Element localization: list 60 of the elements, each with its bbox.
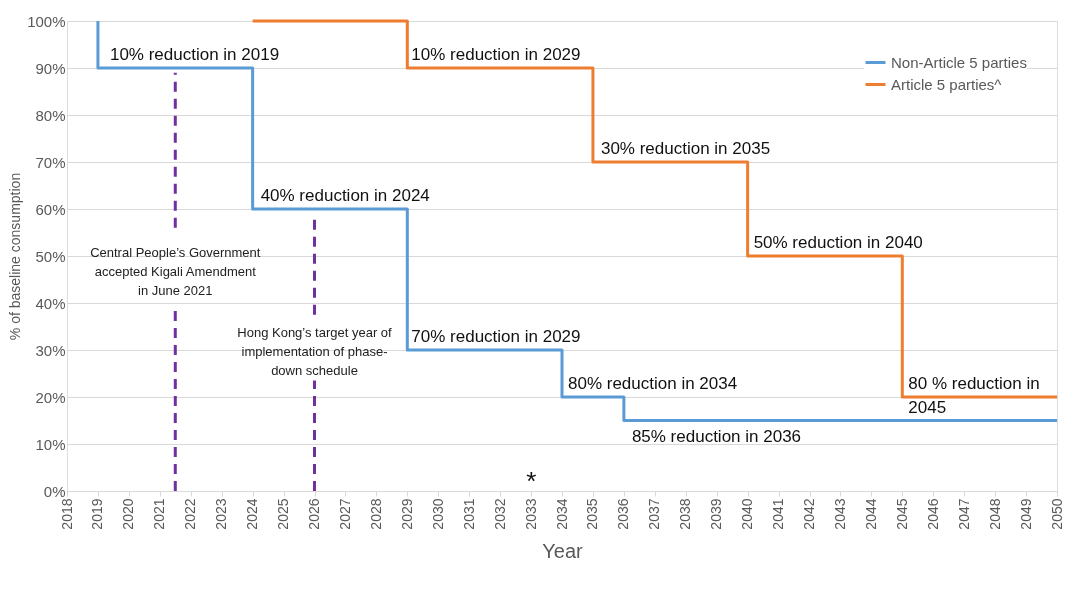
x-tick-label: 2036 — [615, 498, 632, 530]
x-tick-label: 2029 — [398, 498, 415, 530]
annotation: 40% reduction in 2024 — [260, 186, 430, 205]
x-tick-label: 2020 — [120, 498, 137, 530]
annotation: 80 % reduction in 2045 — [908, 374, 1040, 417]
y-tick-label: 80% — [35, 106, 66, 124]
x-tick-label: 2032 — [491, 498, 508, 530]
x-tick-label: 2022 — [182, 498, 199, 530]
annotation: 70% reduction in 2029 — [411, 327, 581, 346]
x-tick-label: 2030 — [429, 498, 446, 530]
y-tick-label: 60% — [35, 200, 66, 218]
x-tick-label: 2026 — [306, 498, 322, 530]
legend-label: Article 5 parties^ — [891, 75, 1002, 93]
x-tick-label: 2038 — [677, 498, 694, 530]
x-tick-label: 2035 — [584, 498, 601, 530]
annotation: 85% reduction in 2036 — [631, 426, 802, 446]
x-tick-label: 2044 — [862, 498, 879, 530]
y-tick-label: 10% — [35, 435, 66, 453]
y-tick-label: 20% — [35, 388, 66, 406]
x-tick-label: 2043 — [831, 498, 848, 530]
annotation: 10% reduction in 2029 — [411, 45, 581, 64]
legend-label: Non-Article 5 parties — [891, 53, 1027, 71]
x-tick-label: 2047 — [955, 498, 972, 530]
y-tick-label: 90% — [35, 59, 66, 77]
x-tick-label: 2024 — [244, 498, 261, 530]
x-tick-label: 2025 — [275, 498, 292, 530]
x-tick-label: 2042 — [801, 498, 817, 530]
y-tick-label: 30% — [35, 341, 66, 359]
x-tick-label: 2046 — [924, 498, 941, 530]
x-tick-label: 2041 — [770, 498, 787, 530]
annotation: 80% reduction in 2034 — [568, 374, 738, 393]
x-tick-label: 2033 — [522, 498, 539, 530]
annotation: 10% reduction in 2019 — [109, 45, 280, 64]
x-axis-title: Year — [542, 539, 584, 562]
x-tick-label: 2049 — [1017, 498, 1034, 530]
y-tick-label: 40% — [35, 294, 66, 312]
x-tick-label: 2031 — [460, 498, 477, 530]
x-tick-label: 2048 — [986, 498, 1003, 530]
x-tick-label: 2034 — [553, 498, 570, 530]
x-tick-label: 2021 — [151, 498, 168, 530]
x-tick-label: 2039 — [708, 498, 725, 530]
x-tick-label: 2018 — [58, 498, 75, 530]
annotation: 30% reduction in 2035 — [600, 139, 771, 158]
y-tick-label: 100% — [27, 12, 66, 30]
y-tick-label: 50% — [35, 247, 66, 265]
x-tick-label: 2037 — [646, 498, 663, 530]
annotation: * — [526, 466, 537, 496]
y-tick-label: 0% — [43, 482, 66, 500]
x-tick-label: 2023 — [213, 498, 230, 530]
x-tick-label: 2045 — [893, 498, 910, 530]
x-tick-label: 2027 — [336, 498, 353, 530]
y-tick-label: 70% — [35, 153, 66, 171]
x-tick-label: 2028 — [367, 498, 384, 530]
ref-line-label: Hong Kong’s target year of implementation of phase- down schedule — [237, 324, 393, 378]
x-tick-label: 2040 — [739, 498, 756, 530]
y-axis-title: % of baseline consumption — [7, 172, 24, 341]
x-tick-label: 2050 — [1048, 498, 1065, 530]
ref-line-label: Central People’s Government accepted Kigali Amendment in June 2021 — [90, 244, 261, 298]
annotation: 50% reduction in 2040 — [753, 233, 923, 252]
x-tick-label: 2019 — [89, 498, 106, 530]
